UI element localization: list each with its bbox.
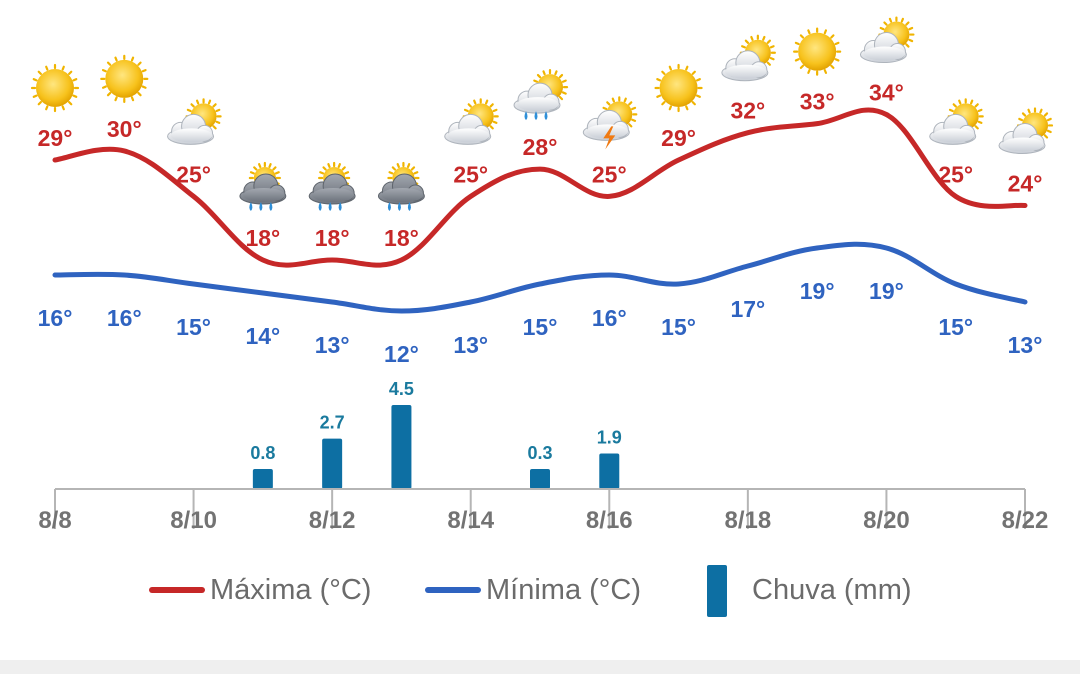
rain-bar: [322, 438, 343, 489]
rain-bar: [530, 469, 550, 489]
x-tick-label: 8/22: [1002, 507, 1049, 534]
weather-chart: 29° 30° 25° 18° 18° 18° 25° 28° 25° 29° 32° 33° 34° 2…: [30, 16, 1054, 617]
partly-cloudy-icon: [444, 98, 499, 145]
min-temp-label: 15°: [176, 314, 211, 340]
max-temp-line: [52, 107, 1028, 268]
max-temp-label: 29°: [661, 125, 696, 151]
partly-cloudy-icon: [998, 107, 1054, 154]
partly-cloudy-icon: [721, 34, 776, 82]
x-tick-label: 8/16: [586, 507, 633, 534]
partly-cloudy-icon: [167, 98, 222, 145]
rain-bars: 0.8 2.7 4.5 0.3 1.9: [250, 379, 622, 489]
legend-rain-label: Chuva (mm): [752, 574, 912, 606]
weather-icons: [30, 16, 1054, 211]
legend-min-label: Mínima (°C): [486, 574, 641, 606]
min-temp-label: 14°: [245, 323, 280, 349]
max-temp-label: 18°: [384, 225, 419, 251]
max-temp-label: 25°: [453, 161, 488, 187]
min-temp-label: 16°: [38, 305, 73, 331]
max-temp-label: 28°: [523, 134, 558, 160]
min-temp-label: 16°: [107, 305, 142, 331]
partly-cloudy-icon: [929, 98, 984, 145]
min-temp-line: [52, 241, 1028, 314]
sun-icon: [30, 63, 80, 113]
x-axis: 8/8 8/10 8/12 8/14 8/16 8/18 8/20 8/22: [38, 488, 1049, 534]
min-temp-label: 12°: [384, 341, 419, 367]
x-tick-label: 8/20: [863, 507, 910, 534]
rain-value-label: 2.7: [320, 413, 345, 433]
rain-icon: [308, 161, 356, 211]
max-temp-label: 30°: [107, 116, 142, 142]
sun-cloud-rain-icon: [513, 68, 569, 121]
rain-value-label: 0.8: [250, 443, 275, 463]
max-temp-label: 32°: [730, 98, 765, 124]
max-temp-label: 25°: [592, 161, 627, 187]
rain-icon: [377, 161, 425, 211]
min-temp-label: 19°: [869, 278, 904, 304]
legend-max-label: Máxima (°C): [210, 574, 371, 606]
max-temp-label: 18°: [315, 225, 350, 251]
rain-bar: [599, 453, 620, 489]
min-temp-label: 13°: [1008, 332, 1043, 358]
sun-icon: [793, 27, 842, 76]
x-tick-label: 8/18: [724, 507, 771, 534]
rain-value-label: 0.3: [527, 443, 552, 463]
rain-icon: [239, 161, 287, 211]
sun-icon: [654, 63, 703, 113]
bottom-strip: [0, 660, 1080, 674]
legend-rain-swatch: [707, 565, 727, 617]
min-temp-label: 15°: [938, 314, 973, 340]
max-temp-label: 24°: [1008, 170, 1043, 196]
temperature-lines: [52, 107, 1028, 314]
temperature-labels: 29° 30° 25° 18° 18° 18° 25° 28° 25° 29° 32° 33° 34° 2…: [38, 80, 1043, 367]
min-temp-label: 13°: [453, 332, 488, 358]
max-temp-label: 25°: [176, 161, 211, 187]
max-temp-label: 34°: [869, 80, 904, 106]
legend: Máxima (°C) Mínima (°C) Chuva (mm): [149, 565, 912, 617]
storm-icon: [582, 96, 638, 150]
min-temp-label: 15°: [523, 314, 558, 340]
rain-value-label: 1.9: [597, 428, 622, 448]
max-temp-label: 33°: [800, 89, 835, 115]
partly-cloudy-icon: [859, 16, 915, 64]
min-temp-label: 19°: [800, 278, 835, 304]
rain-bar: [391, 405, 412, 489]
rain-value-label: 4.5: [389, 379, 414, 399]
rain-bar: [252, 469, 273, 489]
max-temp-label: 25°: [938, 161, 973, 187]
min-temp-label: 13°: [315, 332, 350, 358]
x-tick-label: 8/14: [447, 507, 494, 534]
min-temp-label: 16°: [592, 305, 627, 331]
max-temp-label: 18°: [245, 225, 280, 251]
x-tick-label: 8/10: [170, 507, 217, 534]
x-tick-label: 8/12: [309, 507, 356, 534]
min-temp-label: 15°: [661, 314, 696, 340]
min-temp-label: 17°: [730, 296, 765, 322]
max-temp-label: 29°: [38, 125, 73, 151]
x-tick-label: 8/8: [38, 507, 71, 534]
sun-icon: [100, 54, 149, 104]
